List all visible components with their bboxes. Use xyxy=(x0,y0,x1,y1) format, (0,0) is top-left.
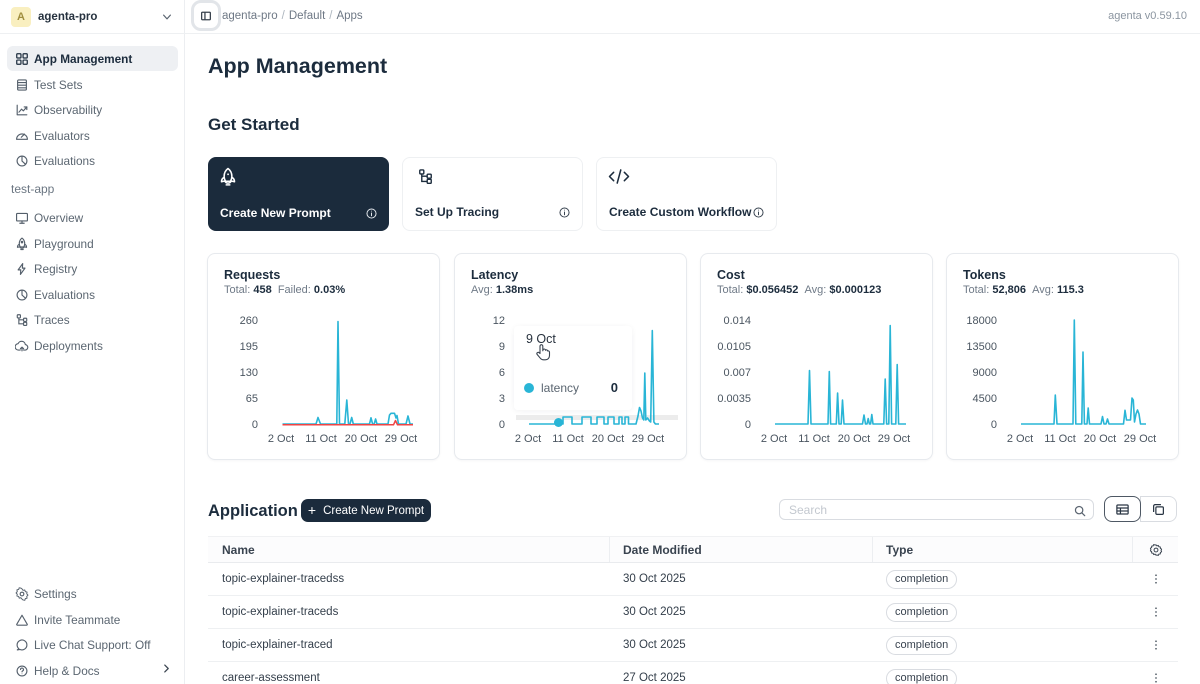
svg-text:11 Oct: 11 Oct xyxy=(552,433,584,445)
svg-text:2 Oct: 2 Oct xyxy=(1007,433,1033,445)
svg-text:9000: 9000 xyxy=(973,367,997,379)
svg-text:2 Oct: 2 Oct xyxy=(761,433,787,445)
svg-text:0.0035: 0.0035 xyxy=(717,393,751,405)
svg-text:0: 0 xyxy=(252,419,258,431)
svg-text:11 Oct: 11 Oct xyxy=(798,433,830,445)
svg-text:18000: 18000 xyxy=(966,315,997,327)
svg-text:0: 0 xyxy=(991,419,997,431)
svg-text:0.007: 0.007 xyxy=(723,367,751,379)
svg-text:3: 3 xyxy=(499,393,505,405)
svg-text:130: 130 xyxy=(240,367,258,379)
svg-text:2 Oct: 2 Oct xyxy=(268,433,294,445)
svg-text:195: 195 xyxy=(240,341,258,353)
svg-text:20 Oct: 20 Oct xyxy=(1084,433,1116,445)
svg-text:2 Oct: 2 Oct xyxy=(515,433,541,445)
svg-text:20 Oct: 20 Oct xyxy=(345,433,377,445)
svg-text:0.0105: 0.0105 xyxy=(717,341,751,353)
svg-text:12: 12 xyxy=(493,315,505,327)
svg-text:11 Oct: 11 Oct xyxy=(1044,433,1076,445)
svg-text:29 Oct: 29 Oct xyxy=(1124,433,1156,445)
svg-text:0: 0 xyxy=(499,419,505,431)
svg-text:9: 9 xyxy=(499,341,505,353)
svg-text:65: 65 xyxy=(246,393,258,405)
svg-text:20 Oct: 20 Oct xyxy=(592,433,624,445)
svg-text:29 Oct: 29 Oct xyxy=(385,433,417,445)
svg-text:4500: 4500 xyxy=(973,393,997,405)
svg-text:0.014: 0.014 xyxy=(723,315,751,327)
svg-text:29 Oct: 29 Oct xyxy=(878,433,910,445)
svg-text:11 Oct: 11 Oct xyxy=(305,433,337,445)
svg-text:0: 0 xyxy=(745,419,751,431)
svg-text:29 Oct: 29 Oct xyxy=(632,433,664,445)
svg-text:260: 260 xyxy=(240,315,258,327)
svg-text:13500: 13500 xyxy=(966,341,997,353)
svg-text:20 Oct: 20 Oct xyxy=(838,433,870,445)
svg-text:6: 6 xyxy=(499,367,505,379)
